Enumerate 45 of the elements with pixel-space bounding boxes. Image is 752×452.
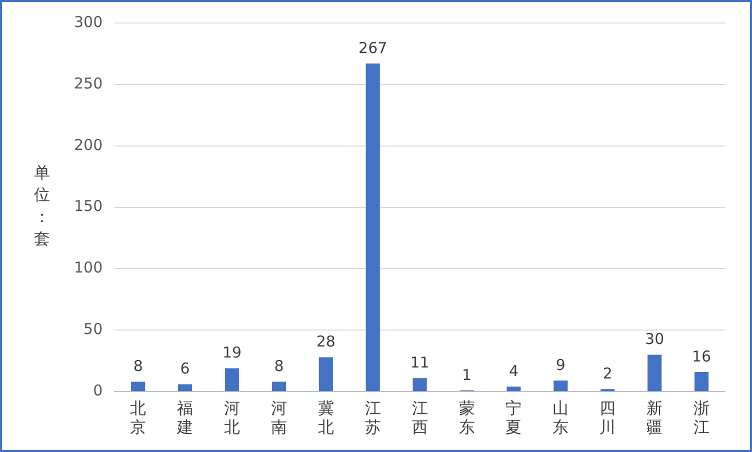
y-tick-label: 200 — [74, 136, 103, 154]
bar — [178, 384, 192, 392]
bar — [224, 368, 240, 392]
data-label: 6 — [180, 360, 190, 378]
y-tick-label: 100 — [74, 258, 103, 277]
x-tick-label: 江西 — [412, 398, 428, 437]
data-label: 9 — [556, 356, 566, 374]
data-label: 8 — [274, 357, 284, 376]
x-tick-label: 冀北 — [318, 398, 334, 437]
data-label: 2 — [602, 364, 612, 383]
x-tick-label: 山东 — [552, 398, 569, 437]
bar — [554, 380, 568, 392]
data-label: 4 — [508, 362, 518, 380]
bar — [366, 64, 380, 392]
x-tick-label: 北京 — [130, 398, 146, 437]
data-label: 30 — [645, 330, 664, 348]
x-tick-label: 宁夏 — [506, 398, 522, 437]
y-axis-title: 单位：套 — [33, 162, 51, 250]
data-label: 11 — [410, 353, 430, 372]
bar — [506, 386, 521, 392]
y-tick-label: 150 — [74, 197, 103, 216]
y-tick-label: 250 — [74, 74, 103, 92]
y-tick-label: 50 — [84, 320, 103, 338]
data-label: 267 — [358, 38, 388, 57]
y-tick-label: 300 — [74, 12, 103, 31]
x-tick-label: 浙江 — [694, 398, 710, 437]
bar — [131, 382, 146, 392]
data-label: 16 — [692, 347, 712, 366]
data-label: 28 — [316, 332, 336, 351]
x-tick-label: 蒙东 — [458, 398, 475, 437]
x-tick-label: 新疆 — [646, 398, 663, 437]
x-tick-label: 河北 — [224, 398, 240, 437]
data-label: 19 — [222, 344, 242, 362]
data-label: 1 — [462, 366, 472, 384]
x-tick-label: 河南 — [270, 398, 287, 437]
bar — [318, 357, 333, 392]
x-tick-label: 四川 — [600, 398, 616, 437]
x-tick-label: 福建 — [176, 398, 194, 437]
bar — [694, 372, 709, 392]
bar — [272, 382, 286, 392]
x-tick-label: 江苏 — [364, 398, 381, 437]
data-label: 8 — [133, 357, 143, 376]
y-tick-label: 0 — [93, 381, 103, 400]
bar — [648, 354, 662, 392]
bar — [412, 378, 427, 392]
